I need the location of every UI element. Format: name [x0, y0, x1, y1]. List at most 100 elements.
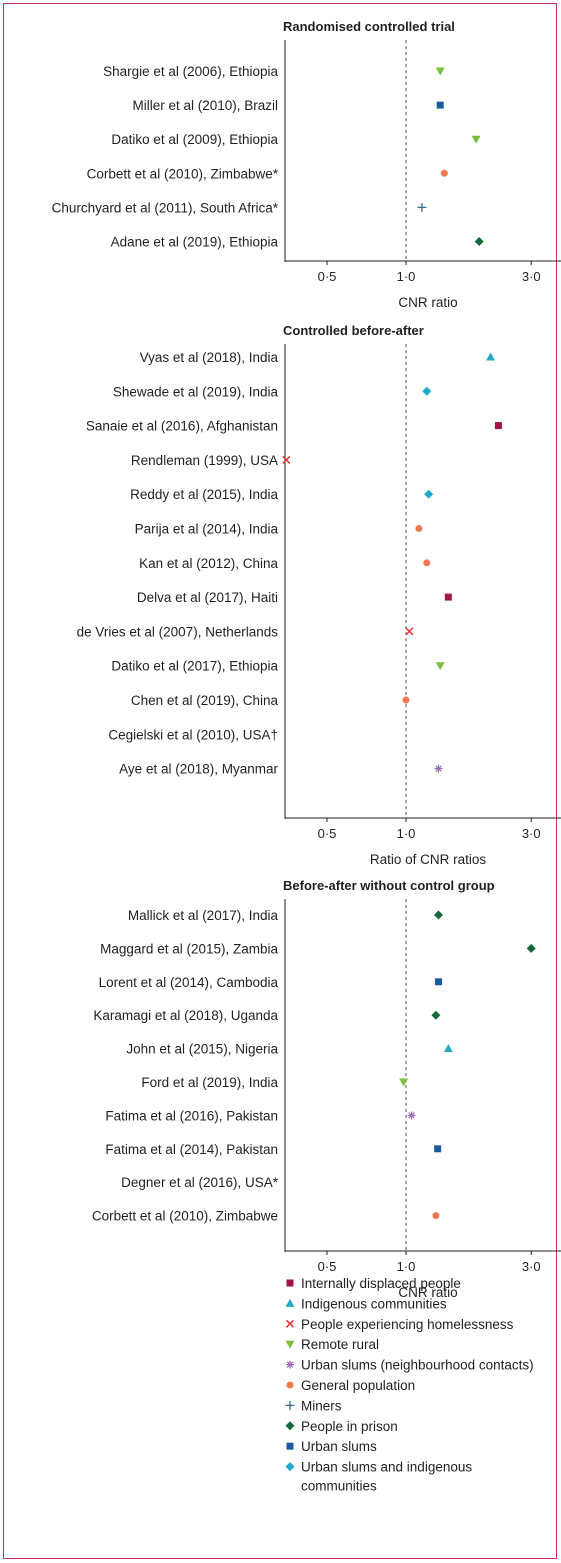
legend-item: People experiencing homelessness: [285, 1317, 514, 1332]
study-point-shape: [435, 67, 445, 76]
panel-title: Randomised controlled trial: [283, 19, 455, 34]
legend-item: Internally displaced people: [286, 1276, 461, 1291]
legend-marker: [286, 1381, 294, 1389]
x-tick-label: 3·0: [522, 826, 541, 841]
study-point-shape: [474, 237, 484, 246]
study-point-shape: [434, 910, 444, 920]
study-point-shape: [436, 101, 444, 109]
legend-label: Urban slums: [301, 1439, 377, 1454]
x-tick-label: 3·0: [522, 269, 541, 284]
study-point-shape: [402, 696, 410, 704]
x-tick-label: 0·5: [318, 269, 337, 284]
study-label: Parija et al (2014), India: [135, 522, 279, 537]
panel-2: Controlled before-after 0·5 1·0 3·0 Ratio of…: [77, 323, 561, 867]
study-point: [432, 1212, 440, 1220]
panel-3: Before-after without control group 0·5 1·0…: [92, 878, 561, 1300]
study-label: Maggard et al (2015), Zambia: [100, 941, 278, 956]
study-point-shape: [435, 662, 445, 671]
panel-1: Randomised controlled trial 0·5 1·0 3·0 CNR …: [52, 19, 561, 310]
legend-item: Urban slums: [286, 1439, 377, 1454]
study-point-shape: [526, 943, 536, 953]
legend-label: Internally displaced people: [301, 1276, 461, 1291]
legend-marker-shape: [286, 1442, 294, 1450]
panel-title: Controlled before-after: [283, 323, 424, 338]
study-label: Degner et al (2016), USA*: [121, 1175, 279, 1190]
x-axis-label: Ratio of CNR ratios: [370, 852, 487, 867]
study-point-shape: [486, 352, 496, 361]
study-point-shape: [471, 135, 481, 144]
legend-marker: [286, 1279, 294, 1287]
x-tick-label: 0·5: [318, 1259, 337, 1274]
study-point-shape: [494, 422, 502, 430]
study-point: [423, 559, 431, 567]
study-label: Churchyard et al (2011), South Africa*: [52, 200, 279, 215]
study-label: John et al (2015), Nigeria: [126, 1042, 278, 1057]
x-axis-label: CNR ratio: [398, 295, 457, 310]
study-label: Rendleman (1999), USA: [131, 453, 278, 468]
study-point: [526, 943, 536, 953]
figure-frame: [3, 3, 557, 1559]
legend-label: People experiencing homelessness: [301, 1317, 514, 1332]
legend-label: People in prison: [301, 1419, 398, 1434]
x-axis-label: CNR ratio: [398, 1285, 457, 1300]
legend-item: People in prison: [285, 1419, 398, 1434]
study-point: [415, 525, 423, 532]
legend-label: Urban slums (neighbourhood contacts): [301, 1358, 534, 1373]
x-tick-label: 0·5: [318, 826, 337, 841]
study-point: [435, 67, 445, 76]
study-label: Adane et al (2019), Ethiopia: [111, 235, 279, 250]
study-point: [474, 237, 484, 246]
study-label: Mallick et al (2017), India: [128, 908, 279, 923]
legend-marker: [286, 1360, 294, 1369]
study-label: Lorent et al (2014), Cambodia: [99, 975, 279, 990]
legend-marker-shape: [286, 1279, 294, 1287]
study-point: [431, 1010, 441, 1020]
study-label: de Vries et al (2007), Netherlands: [77, 624, 279, 639]
legend-item: General population: [286, 1378, 415, 1393]
study-point-shape: [444, 593, 452, 601]
study-point-shape: [443, 1044, 453, 1053]
study-point-shape: [434, 1145, 442, 1153]
study-point: [435, 662, 445, 671]
study-point: [494, 422, 502, 430]
study-label: Datiko et al (2009), Ethiopia: [111, 132, 278, 147]
legend-marker-shape: [285, 1340, 295, 1349]
legend-marker: [285, 1319, 295, 1328]
study-point: [471, 135, 481, 144]
study-point: [434, 764, 443, 773]
study-point: [434, 1145, 442, 1153]
legend-marker: [285, 1340, 295, 1349]
study-point-shape: [415, 525, 423, 532]
legend-label: Remote rural: [301, 1337, 379, 1352]
study-point-stroke-b: [405, 627, 414, 636]
legend-marker-shape: [286, 1381, 294, 1389]
study-label: Fatima et al (2016), Pakistan: [105, 1108, 278, 1123]
x-tick-label: 3·0: [522, 1259, 541, 1274]
legend-item: Urban slums (neighbourhood contacts): [286, 1358, 534, 1373]
legend-label: Urban slums and indigenous: [301, 1460, 472, 1475]
study-point-shape: [435, 978, 443, 986]
legend-marker-shape: [285, 1462, 295, 1472]
study-label: Ford et al (2019), India: [141, 1075, 278, 1090]
study-label: Shewade et al (2019), India: [113, 384, 279, 399]
study-point: [399, 1078, 409, 1087]
legend-marker-shape: [285, 1421, 295, 1431]
study-label: Sanaie et al (2016), Afghanistan: [86, 419, 278, 434]
study-point: [434, 910, 444, 920]
study-point: [486, 352, 496, 361]
study-label: Corbett et al (2010), Zimbabwe: [92, 1209, 278, 1224]
study-label: Vyas et al (2018), India: [140, 350, 279, 365]
study-point: [436, 101, 444, 109]
panel-title: Before-after without control group: [283, 878, 495, 893]
study-label: Corbett et al (2010), Zimbabwe*: [87, 166, 279, 181]
study-label: Chen et al (2019), China: [131, 693, 279, 708]
legend-marker: [285, 1462, 295, 1472]
study-label: Aye et al (2018), Myanmar: [119, 762, 278, 777]
study-point: [422, 386, 432, 396]
study-point: [417, 202, 427, 212]
study-point: [282, 455, 291, 464]
study-point-stroke-b: [282, 455, 291, 464]
legend-marker: [285, 1400, 295, 1410]
legend-marker: [285, 1298, 295, 1307]
